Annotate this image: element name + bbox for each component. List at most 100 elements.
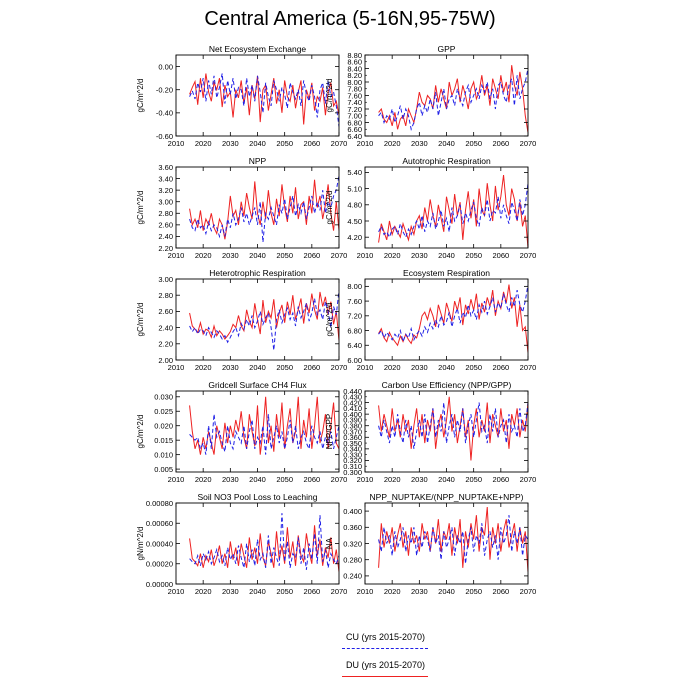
x-tick-label: 2050 [276,251,293,260]
x-tick-label: 2050 [465,587,482,596]
y-tick-label: 0.360 [343,523,362,532]
panel-8: 0.300 0.320 0.340 0.360 0.380 0.400 0.420 0.440… [325,380,536,484]
y-tick-label: 0.00000 [146,580,173,589]
y-minor-tick-label: 0.310 [343,462,362,471]
x-tick-label: 2010 [168,363,185,372]
x-tick-label: 2020 [195,475,212,484]
x-tick-label: 2060 [303,363,320,372]
series-line-cu [189,290,339,351]
y-tick-label: 3.20 [158,186,173,195]
x-tick-label: 2070 [331,251,348,260]
y-tick-label: 7.20 [347,312,362,321]
x-tick-label: 2020 [195,139,212,148]
panel-title: Gridcell Surface CH4 Flux [208,380,307,390]
series-line-du [189,73,339,125]
panel-title: NPP [249,156,267,166]
x-tick-label: 2010 [168,587,185,596]
y-tick-label: 8.80 [347,51,362,60]
x-tick-label: 2040 [249,139,266,148]
x-tick-label: 2040 [438,587,455,596]
y-minor-tick-label: 7.40 [347,98,362,107]
panel-3: 2.20 2.40 2.60 2.80 3.00 3.20 3.40 3.60 2010 2020… [136,156,347,260]
panel-title: NPP_NUPTAKE/(NPP_NUPTAKE+NPP) [370,492,524,502]
y-minor-tick-label: 0.390 [343,416,362,425]
y-tick-label: 0.240 [343,572,362,581]
x-tick-label: 2070 [331,587,348,596]
x-tick-label: 2030 [222,251,239,260]
y-tick-label: 0.400 [343,507,362,516]
y-axis-label: NA [325,537,334,549]
legend-label-du: DU (yrs 2015-2070) [346,660,426,670]
y-tick-label: 2.80 [158,291,173,300]
y-tick-label: 2.60 [158,307,173,316]
legend-line-cu [342,648,428,649]
y-tick-label: 0.380 [343,422,362,431]
x-tick-label: 2060 [492,363,509,372]
plot-frame [364,54,529,137]
x-tick-label: 2050 [276,139,293,148]
x-tick-label: 2050 [465,475,482,484]
y-minor-tick-label: 0.330 [343,450,362,459]
x-tick-label: 2010 [168,475,185,484]
y-tick-label: 0.020 [154,422,173,431]
page-title: Central America (5-16N,95-75W) [204,8,496,30]
plot-frame [364,278,529,361]
y-tick-label: 2.40 [158,232,173,241]
y-minor-tick-label: 8.60 [347,58,362,67]
x-tick-label: 2070 [331,363,348,372]
series-line-cu [189,513,339,570]
y-tick-label: 0.420 [343,398,362,407]
series-line-cu [378,284,528,344]
y-tick-label: 7.60 [347,91,362,100]
plot-frame [175,390,340,473]
y-tick-label: 0.320 [343,539,362,548]
y-minor-tick-label: 7.00 [347,112,362,121]
y-tick-label: -0.40 [156,109,173,118]
x-tick-label: 2010 [357,251,374,260]
y-tick-label: 5.10 [347,184,362,193]
series-line-cu [378,183,528,239]
y-tick-label: -0.20 [156,86,173,95]
y-minor-tick-label: 0.430 [343,393,362,402]
x-tick-label: 2060 [303,139,320,148]
series-line-du [378,65,528,133]
x-tick-label: 2070 [520,251,537,260]
series-line-cu [378,68,528,131]
y-minor-tick-label: 6.60 [347,125,362,134]
x-tick-label: 2040 [249,363,266,372]
y-tick-label: 0.00 [158,62,173,71]
x-tick-label: 2010 [357,475,374,484]
y-tick-label: 8.40 [347,64,362,73]
x-tick-label: 2030 [411,251,428,260]
series-line-du [189,291,339,341]
x-tick-label: 2020 [384,587,401,596]
y-tick-label: 0.030 [154,393,173,402]
x-tick-label: 2050 [465,363,482,372]
y-tick-label: 0.00020 [146,560,173,569]
legend: CU (yrs 2015-2070) DU (yrs 2015-2070) [340,632,450,688]
y-minor-tick-label: 0.350 [343,439,362,448]
panel-10: 0.240 0.280 0.320 0.360 0.400 2010 2020 2030 204… [325,492,536,596]
y-tick-label: -0.60 [156,132,173,141]
x-tick-label: 2020 [384,139,401,148]
legend-item-cu: CU (yrs 2015-2070) [340,632,450,660]
series-line-du [378,175,528,248]
panel-title: Net Ecosystem Exchange [209,44,307,54]
x-tick-label: 2030 [222,363,239,372]
series-line-cu [189,175,339,243]
x-tick-label: 2020 [384,251,401,260]
y-axis-label: gC/m^2/d [136,191,145,225]
x-tick-label: 2030 [411,363,428,372]
y-tick-label: 4.80 [347,201,362,210]
y-tick-label: 2.20 [158,244,173,253]
panel-9: 0.00000 0.00020 0.00040 0.00060 0.00080 2010 2… [136,492,347,596]
x-tick-label: 2020 [195,587,212,596]
x-tick-label: 2020 [195,251,212,260]
x-tick-label: 2070 [331,475,348,484]
y-tick-label: 2.40 [158,323,173,332]
x-tick-label: 2030 [222,475,239,484]
x-tick-label: 2030 [411,475,428,484]
series-line-cu [378,515,528,564]
